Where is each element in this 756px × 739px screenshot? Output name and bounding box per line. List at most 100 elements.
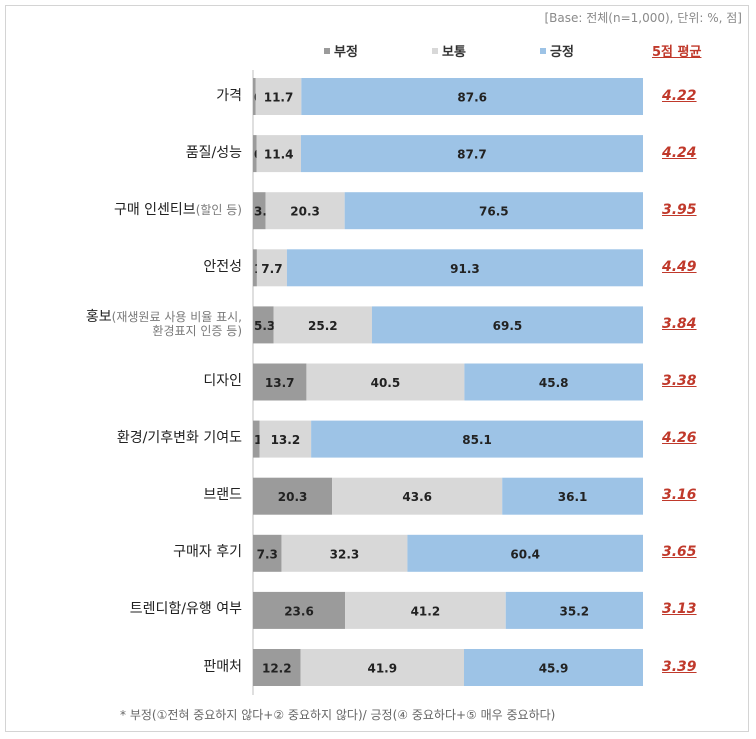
- legend-label-negative: 부정: [334, 45, 358, 60]
- bar-negative-10: [253, 649, 301, 686]
- bar-positive-4: [371, 306, 643, 344]
- bar-positive-5: [464, 363, 643, 401]
- chart-frame: [5, 5, 749, 732]
- base-note: [Base: 전체(n=1,000), 단위: %, 점]: [544, 11, 742, 25]
- average-value-6: 4.26: [662, 430, 697, 447]
- bar-neutral-1: [256, 135, 301, 173]
- bar-positive-10: [463, 649, 643, 686]
- data-label-neutral-5: 40.5: [371, 376, 401, 390]
- bar-positive-8: [407, 534, 643, 572]
- bar-negative-4: [253, 306, 274, 344]
- category-name: 안전성: [203, 258, 242, 275]
- data-label-neutral-0: 11.7: [264, 91, 294, 105]
- data-label-positive-5: 45.8: [539, 376, 569, 390]
- average-value-3: 4.49: [662, 258, 697, 275]
- data-label-neutral-2: 20.3: [290, 205, 320, 219]
- data-label-positive-2: 76.5: [479, 205, 509, 219]
- data-label-negative-7: 20.3: [278, 490, 308, 504]
- bar-neutral-3: [256, 249, 287, 287]
- average-value-1: 4.24: [662, 144, 697, 161]
- data-label-negative-9: 23.6: [284, 604, 314, 618]
- category-note: (재생원료 사용 비율 표시,: [111, 309, 242, 324]
- bar-positive-2: [344, 192, 643, 230]
- bar-neutral-6: [259, 420, 312, 458]
- data-label-positive-9: 35.2: [560, 604, 590, 618]
- data-label-neutral-6: 13.2: [271, 433, 301, 447]
- data-label-negative-4: 5.3: [254, 319, 275, 333]
- category-label-1: 품질/성능: [186, 145, 242, 162]
- category-label-8: 구매자 후기: [173, 544, 242, 561]
- category-note: (할인 등): [195, 202, 242, 217]
- bar-neutral-8: [281, 534, 408, 572]
- category-label-0: 가격: [216, 88, 242, 105]
- bar-negative-1: [253, 135, 257, 173]
- data-label-positive-6: 85.1: [462, 433, 492, 447]
- bar-positive-3: [286, 249, 643, 287]
- data-label-neutral-1: 11.4: [264, 148, 294, 162]
- legend-label-positive: 긍정: [550, 45, 574, 60]
- bar-neutral-5: [306, 363, 465, 401]
- bar-negative-9: [253, 591, 346, 629]
- category-name: 구매 인센티브: [113, 201, 196, 218]
- data-label-positive-0: 87.6: [457, 91, 487, 105]
- data-label-neutral-9: 41.2: [411, 604, 441, 618]
- legend-swatch-negative: [324, 47, 330, 54]
- bar-negative-7: [253, 477, 333, 515]
- average-value-10: 3.39: [662, 658, 697, 675]
- bar-positive-0: [301, 78, 643, 115]
- bar-neutral-9: [345, 591, 506, 629]
- average-value-2: 3.95: [662, 201, 697, 218]
- bar-negative-0: [253, 78, 256, 115]
- data-label-negative-5: 13.7: [265, 376, 295, 390]
- bar-neutral-4: [273, 306, 372, 344]
- data-label-neutral-4: 25.2: [308, 319, 338, 333]
- data-label-positive-4: 69.5: [493, 319, 523, 333]
- average-value-4: 3.84: [662, 315, 697, 332]
- data-label-positive-1: 87.7: [457, 148, 487, 162]
- data-label-positive-3: 91.3: [450, 262, 480, 276]
- category-label-10: 판매처: [203, 659, 242, 676]
- category-label-2: 구매 인센티브(할인 등): [114, 202, 242, 219]
- bar-negative-3: [253, 249, 257, 287]
- category-name: 디자인: [203, 373, 242, 389]
- category-label-9: 트렌디함/유행 여부: [130, 601, 242, 618]
- category-label-3: 안전성: [203, 259, 242, 276]
- bar-negative-6: [253, 420, 260, 458]
- data-label-neutral-3: 7.7: [261, 262, 282, 276]
- category-name: 브랜드: [203, 487, 242, 504]
- legend-positive: 긍정: [540, 41, 574, 60]
- category-name: 구매자 후기: [173, 544, 242, 561]
- category-label-5: 디자인: [203, 373, 242, 390]
- legend-swatch-neutral: [432, 47, 438, 54]
- data-label-negative-10: 12.2: [262, 662, 292, 676]
- legend-swatch-positive: [540, 47, 546, 54]
- category-note-line2: 환경표지 인증 등): [152, 323, 242, 338]
- data-label-positive-8: 60.4: [510, 547, 540, 561]
- bar-negative-8: [253, 534, 282, 572]
- average-value-5: 3.38: [662, 373, 697, 389]
- average-value-7: 3.16: [662, 487, 697, 504]
- category-name: 품질/성능: [185, 144, 242, 161]
- bar-negative-5: [253, 363, 307, 401]
- category-name: 홍보: [85, 308, 112, 325]
- average-value-9: 3.13: [662, 601, 697, 618]
- bar-neutral-2: [265, 192, 345, 230]
- category-name: 트렌디함/유행 여부: [129, 601, 242, 618]
- bar-positive-9: [505, 591, 643, 629]
- legend-label-neutral: 보통: [442, 45, 466, 60]
- bar-neutral-0: [255, 78, 302, 115]
- data-label-neutral-8: 32.3: [330, 547, 360, 561]
- legend-negative: 부정: [324, 41, 358, 60]
- category-name: 판매처: [203, 658, 242, 675]
- bar-positive-7: [502, 477, 643, 515]
- data-label-neutral-7: 43.6: [402, 490, 432, 504]
- category-name: 환경/기후변화 기여도: [116, 430, 242, 447]
- bar-positive-1: [300, 135, 643, 173]
- average-value-8: 3.65: [662, 544, 697, 561]
- bar-negative-2: [253, 192, 266, 230]
- bar-positive-6: [311, 420, 643, 458]
- category-label-4: 홍보(재생원료 사용 비율 표시, 환경표지 인증 등): [86, 310, 242, 338]
- data-label-positive-10: 45.9: [539, 662, 569, 676]
- average-header: 5점 평균: [652, 45, 702, 60]
